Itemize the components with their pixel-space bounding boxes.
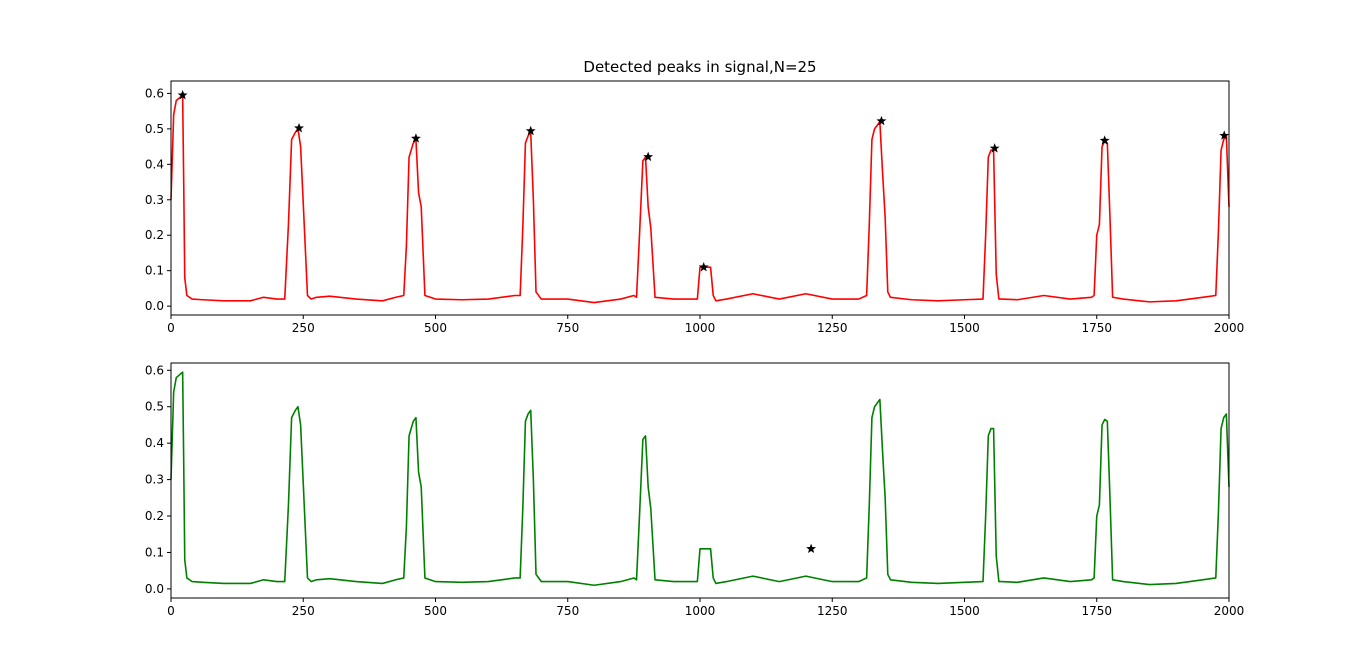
y-tick-label: 0.3	[145, 473, 164, 487]
peak-marker	[698, 261, 709, 272]
y-tick-label: 0.1	[145, 545, 164, 559]
x-tick-label: 1000	[685, 604, 716, 618]
x-tick-label: 2000	[1214, 321, 1245, 335]
peak-marker	[294, 122, 304, 133]
y-tick-label: 0.6	[145, 363, 164, 377]
series-line-0	[170, 371, 1230, 587]
y-tick-label: 0.4	[145, 157, 164, 171]
y-tick-label: 0.1	[145, 264, 164, 278]
x-tick-label: 1750	[1081, 604, 1112, 618]
x-tick-label: 750	[556, 321, 579, 335]
bottom-panel: 0 250 500 750 1000 1250 1500 1750 2000 0.0 0.1 0.2 0…	[145, 362, 1245, 618]
x-tick-label: 1000	[685, 321, 716, 335]
top-panel: 0 250 500 750 1000 1250 1500 1750 2000 0.0 0.1 0.2 0…	[145, 80, 1245, 335]
x-tick-label: 250	[292, 321, 315, 335]
peak-marker	[989, 143, 1000, 153]
x-tick-label: 1500	[949, 321, 980, 335]
x-tick-label: 1250	[817, 604, 848, 618]
x-tick-label: 500	[424, 604, 447, 618]
x-tick-label: 500	[424, 321, 447, 335]
y-tick-label: 0.3	[145, 193, 164, 207]
x-tick-label: 1500	[949, 604, 980, 618]
peak-marker	[410, 133, 421, 143]
y-tick-label: 0.0	[145, 299, 164, 313]
y-tick-label: 0.5	[145, 122, 164, 136]
x-tick-label: 750	[556, 604, 579, 618]
y-tick-label: 0.2	[145, 509, 164, 523]
y-tick-label: 0.2	[145, 228, 164, 242]
series-line-0	[170, 94, 1230, 304]
peak-marker	[876, 115, 887, 126]
y-tick-label: 0.6	[145, 86, 164, 100]
x-tick-label: 0	[167, 321, 175, 335]
y-tick-label: 0.0	[145, 582, 164, 596]
peak-marker	[1219, 130, 1230, 140]
y-tick-label: 0.5	[145, 400, 164, 414]
x-tick-label: 2000	[1214, 604, 1245, 618]
x-tick-label: 250	[292, 604, 315, 618]
chart-title: Detected peaks in signal,N=25	[583, 58, 816, 76]
x-tick-label: 1250	[817, 321, 848, 335]
x-tick-label: 0	[167, 604, 175, 618]
peak-marker	[643, 151, 654, 162]
peak-marker	[1099, 135, 1110, 145]
x-tick-label: 1750	[1081, 321, 1112, 335]
peak-marker	[177, 89, 188, 100]
peak-marker	[806, 543, 817, 554]
y-tick-label: 0.4	[145, 436, 164, 450]
peak-marker	[525, 125, 536, 136]
